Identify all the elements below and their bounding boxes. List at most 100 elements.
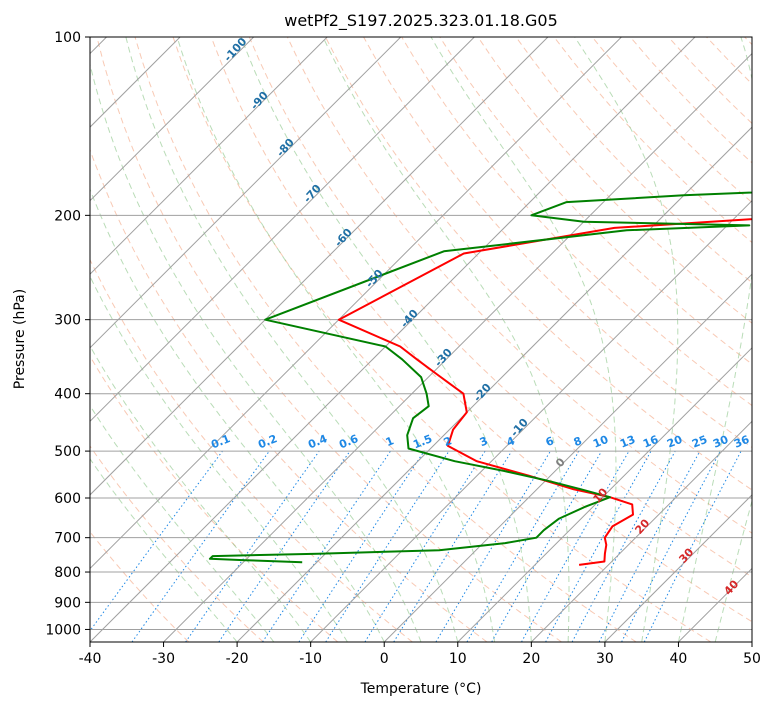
dewpoint-profile-line: [208, 191, 752, 564]
isotherm-line: [90, 37, 622, 570]
mixing-ratio-line: [262, 450, 391, 642]
mixing-ratio-line: [90, 450, 223, 632]
moist-adiabat-label: 0: [553, 455, 568, 470]
y-tick-label: 600: [54, 491, 81, 507]
moist-adiabat-line: [714, 498, 752, 642]
moist-adiabat-line: [176, 37, 496, 642]
moist-adiabat-line: [430, 37, 617, 642]
dry-adiabat-label: -70: [301, 182, 324, 206]
y-tick-label: 900: [54, 595, 81, 611]
x-tick-label: 10: [449, 651, 467, 667]
mixing-ratio-label: 3: [478, 434, 490, 449]
x-axis-ticks: -40 -30 -20 -10 0 10 20 30 40 50: [79, 642, 761, 667]
moist-adiabat-line: [90, 457, 238, 642]
mixing-ratio-label: 10: [591, 433, 610, 451]
moist-adiabat-line: [90, 62, 422, 642]
mixing-ratio-label: 8: [572, 434, 584, 449]
mixing-ratio-line: [643, 450, 742, 642]
mixing-ratio-label: 0.1: [209, 432, 232, 451]
dry-adiabat-line: [477, 37, 752, 324]
moist-adiabat-line: [125, 37, 459, 642]
isotherm-line: [310, 199, 752, 642]
mixing-ratio-line: [435, 450, 551, 642]
dry-adiabat-line: [706, 37, 752, 85]
mixing-ratio-label: 1: [384, 434, 396, 449]
dry-adiabat-label: -40: [398, 307, 421, 331]
mixing-ratio-label: 0.2: [256, 432, 279, 451]
y-axis-label: Pressure (hPa): [12, 289, 28, 389]
moist-adiabat-line: [322, 37, 570, 642]
dry-adiabat-line: [96, 37, 562, 642]
dry-adiabat-line: [515, 37, 752, 284]
dry-adiabat-line: [90, 355, 339, 642]
isotherm-line: [604, 494, 752, 642]
moist-adiabat-line: [90, 275, 348, 642]
y-tick-label: 200: [54, 208, 81, 224]
x-tick-label: -10: [299, 651, 322, 667]
mixing-ratio-label: 20: [665, 433, 684, 451]
mixing-ratio-label: 0.4: [306, 432, 329, 451]
dry-adiabat-line: [439, 37, 752, 365]
mixing-ratio-label: 13: [618, 433, 637, 451]
y-tick-label: 1000: [45, 622, 81, 638]
mixing-ratio-label: 30: [711, 433, 730, 451]
moist-adiabat-label: 40: [721, 577, 741, 597]
dry-adiabat-line: [248, 37, 752, 578]
x-tick-label: -20: [226, 651, 249, 667]
moist-adiabat-line: [677, 37, 752, 642]
isotherm-line: [90, 37, 328, 275]
isotherm-line: [90, 37, 475, 423]
mixing-ratio-line: [185, 450, 320, 642]
y-tick-label: 800: [54, 565, 81, 581]
moist-adiabat-line: [574, 37, 679, 642]
x-tick-label: 0: [380, 651, 389, 667]
dry-adiabat-label: -90: [248, 89, 271, 113]
isotherm-line: [457, 347, 752, 642]
x-tick-label: 50: [743, 651, 761, 667]
x-tick-label: 40: [670, 651, 688, 667]
isotherm-line: [90, 37, 549, 496]
dry-adiabat-label: -30: [432, 346, 455, 370]
moist-adiabat-line: [240, 37, 532, 642]
x-axis-label: Temperature (°C): [360, 681, 482, 697]
moist-adiabats: [90, 37, 752, 642]
dry-adiabat-label: -20: [471, 381, 494, 405]
y-axis-ticks: 100 200 300 400 500 600 700 800 900 1000: [45, 30, 90, 638]
moist-adiabat-line: [90, 404, 275, 642]
mixing-ratio-lines: [90, 450, 742, 642]
dry-adiabat-label: -50: [363, 267, 386, 291]
y-tick-label: 400: [54, 387, 81, 403]
mixing-ratio-label: 2: [442, 434, 454, 449]
plot-frame: [89, 36, 753, 643]
isotherm-line: [163, 52, 752, 642]
pressure-gridlines: [90, 37, 752, 630]
isotherm-line: [90, 37, 696, 642]
moist-adiabat-line: [90, 188, 385, 642]
isotherm-line: [530, 420, 752, 642]
dry-adiabat-line: [134, 37, 637, 642]
mixing-ratio-line: [571, 450, 676, 642]
mixing-ratio-line: [521, 450, 630, 642]
mixing-ratio-label: 25: [690, 433, 709, 451]
y-tick-label: 100: [54, 30, 81, 46]
isotherm-line: [751, 641, 752, 642]
dry-adiabat-label: -100: [221, 35, 249, 64]
line-labels: 0.1 0.2 0.4 0.6 1 1.5 2 3 4 6 8 10 13 16 20 25 30 36-100-…: [209, 35, 751, 598]
x-tick-label: 20: [522, 651, 540, 667]
profile-series: [208, 191, 752, 566]
dry-adiabat-line: [90, 258, 413, 642]
x-tick-label: 30: [596, 651, 614, 667]
mixing-ratio-line: [466, 450, 580, 642]
y-tick-label: 500: [54, 444, 81, 460]
dry-adiabat-label: -60: [332, 226, 355, 250]
mixing-ratio-label: 16: [641, 433, 660, 451]
dry-adiabat-line: [210, 37, 752, 623]
dry-adiabat-line: [325, 37, 752, 491]
x-tick-label: -30: [152, 651, 175, 667]
dry-adiabat-line: [744, 37, 752, 46]
moist-adiabat-label: 20: [632, 516, 652, 536]
dry-adiabat-line: [553, 37, 752, 244]
dry-adiabat-line: [286, 37, 752, 534]
dry-adiabat-line: [90, 445, 264, 642]
isotherm-line: [383, 273, 752, 642]
